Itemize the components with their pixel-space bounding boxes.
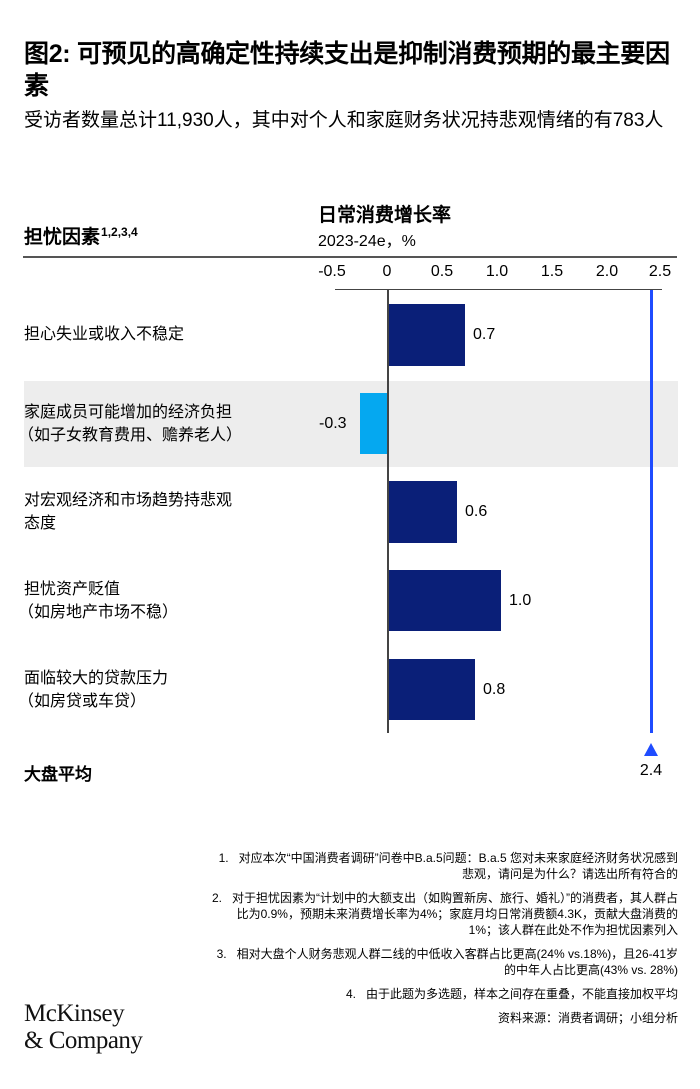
zero-baseline [387, 290, 389, 733]
x-tick: 2.0 [595, 263, 619, 280]
metric-unit: 2023-24e，% [318, 233, 416, 250]
bar-value-label: 0.8 [483, 681, 506, 698]
footnote-text: 由于此题为多选题，样本之间存在重叠，不能直接加权平均 [365, 987, 678, 1001]
x-tick: 0.5 [430, 263, 454, 280]
footnote-refs: 1,2,3,4 [101, 225, 138, 239]
footnote-number: 1. [218, 851, 229, 865]
row-label-line: 家庭成员可能增加的经济负担 [24, 404, 233, 421]
footnote-text: 相对大盘个人财务悲观人群二线的中低收入客群占比更高(24% vs.18%)，且2… [236, 947, 678, 977]
bar-asset-depreciation [388, 570, 501, 631]
row-label: 对宏观经济和市场趋势持悲观 态度 [24, 489, 314, 535]
factor-column-header: 担忧因素1,2,3,4 [24, 222, 138, 249]
mckinsey-logo: McKinsey & Company [24, 1000, 143, 1054]
row-label-line: （如房贷或车贷） [18, 693, 147, 710]
row-label-line: 担心失业或收入不稳定 [24, 326, 185, 343]
highlight-band [24, 381, 678, 467]
footnote: 1. 对应本次“中国消费者调研”问卷中B.a.5问题：B.a.5 您对未来家庭经济… [208, 850, 678, 882]
footnote-number: 2. [211, 891, 222, 905]
x-axis-line [335, 289, 662, 290]
x-tick: 0 [382, 263, 392, 280]
bar-value-label: 1.0 [509, 592, 532, 609]
bar-family-burden [360, 393, 387, 454]
footnote: 2. 对于担忧因素为“计划中的大额支出（如购置新房、旅行、婚礼）”的消费者，其人群… [208, 890, 678, 938]
row-label: 担心失业或收入不稳定 [24, 323, 314, 346]
average-value: 2.4 [639, 762, 663, 779]
page-title: 图2: 可预见的高确定性持续支出是抑制消费预期的最主要因素 [24, 40, 670, 100]
bar-value-label: -0.3 [319, 415, 347, 432]
footnote-number: 3. [216, 947, 227, 961]
logo-line: & Company [24, 1027, 143, 1054]
footnote: 4. 由于此题为多选题，样本之间存在重叠，不能直接加权平均 [208, 986, 678, 1002]
metric-title: 日常消费增长率 [318, 205, 452, 226]
row-label-line: （如子女教育费用、赡养老人） [18, 427, 243, 444]
bar-value-label: 0.6 [465, 503, 488, 520]
logo-line: McKinsey [24, 1000, 125, 1027]
row-label: 担忧资产贬值 （如房地产市场不稳） [18, 578, 314, 624]
x-tick: 1.0 [485, 263, 509, 280]
factor-header-label: 担忧因素 [24, 227, 101, 248]
row-label: 面临较大的贷款压力 （如房贷或车贷） [18, 667, 314, 713]
row-label-line: 担忧资产贬值 [24, 581, 121, 598]
bar-unemployment-worry [388, 304, 465, 366]
row-label-line: 态度 [24, 515, 57, 532]
footnotes: 1. 对应本次“中国消费者调研”问卷中B.a.5问题：B.a.5 您对未来家庭经济… [208, 850, 678, 1026]
bar-loan-pressure [388, 659, 475, 720]
triangle-marker-icon [644, 743, 658, 756]
header-divider [23, 256, 677, 258]
row-label-line: 对宏观经济和市场趋势持悲观 [24, 492, 233, 509]
row-label-line: （如房地产市场不稳） [18, 604, 179, 621]
footnote: 3. 相对大盘个人财务悲观人群二线的中低收入客群占比更高(24% vs.18%)，… [208, 946, 678, 978]
x-tick: 2.5 [648, 263, 672, 280]
footnote-text: 对于担忧因素为“计划中的大额支出（如购置新房、旅行、婚礼）”的消费者，其人群占比… [232, 891, 678, 937]
footnote-number: 4. [345, 987, 356, 1001]
row-label: 家庭成员可能增加的经济负担 （如子女教育费用、赡养老人） [18, 401, 314, 447]
bar-value-label: 0.7 [473, 326, 496, 343]
row-label-line: 面临较大的贷款压力 [24, 670, 169, 687]
source-note: 资料来源：消费者调研；小组分析 [497, 1011, 678, 1025]
footnote-text: 对应本次“中国消费者调研”问卷中B.a.5问题：B.a.5 您对未来家庭经济财务… [238, 851, 678, 881]
page-subtitle: 受访者数量总计11,930人，其中对个人和家庭财务状况持悲观情绪的有783人 [24, 110, 664, 131]
average-reference-line [650, 290, 653, 733]
x-tick: -0.5 [318, 263, 346, 280]
bar-macro-pessimism [388, 481, 457, 543]
x-tick: 1.5 [540, 263, 564, 280]
average-label: 大盘平均 [24, 765, 92, 784]
